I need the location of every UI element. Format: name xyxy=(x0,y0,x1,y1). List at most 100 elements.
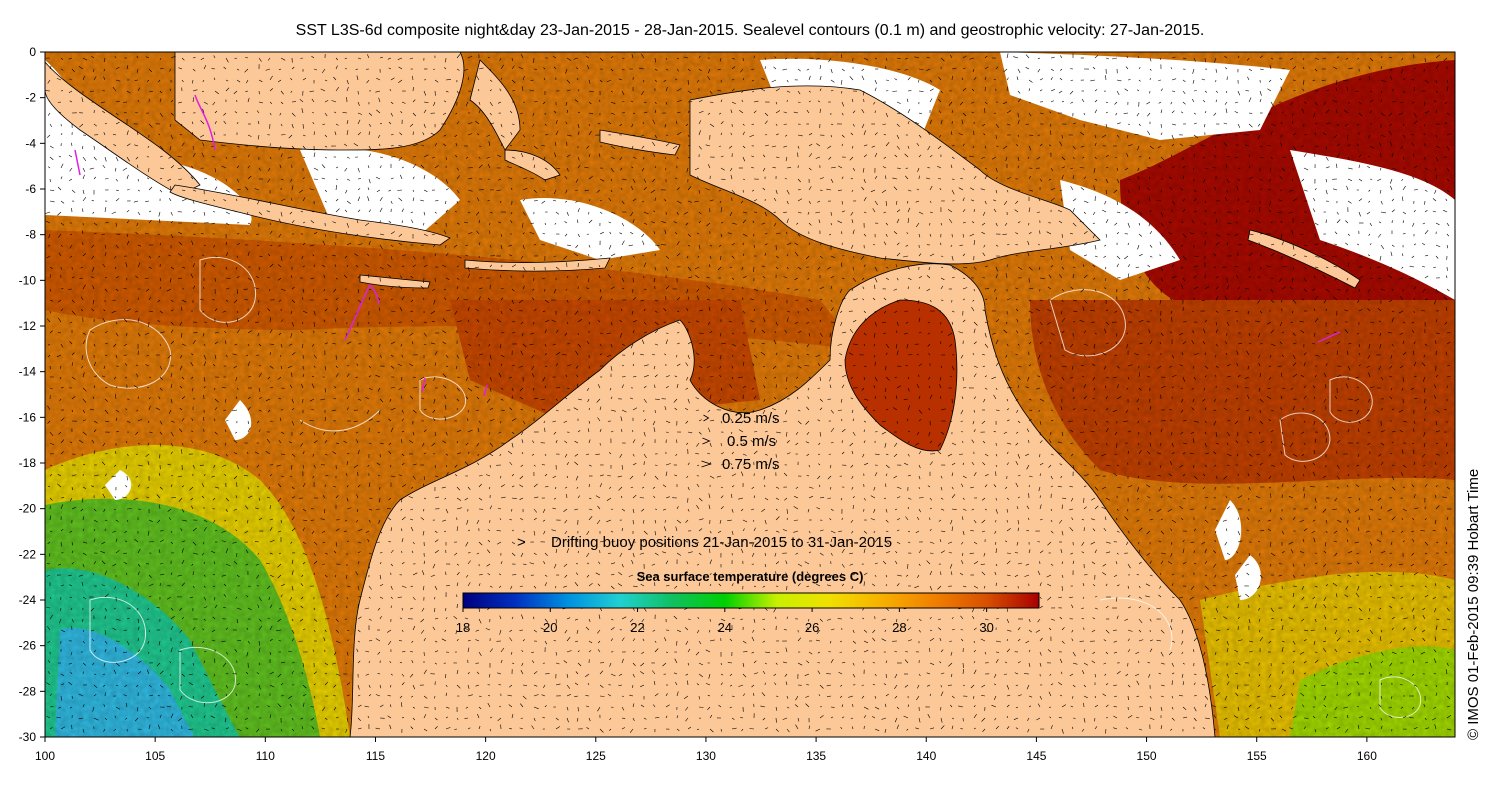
velocity-vector xyxy=(367,274,370,279)
velocity-vector xyxy=(1061,255,1063,261)
velocity-vector xyxy=(577,111,581,114)
velocity-vector xyxy=(225,156,228,160)
velocity-vector xyxy=(1003,329,1008,334)
velocity-vector xyxy=(335,297,339,301)
velocity-vector xyxy=(115,332,119,337)
velocity-vector xyxy=(885,66,887,70)
velocity-vector xyxy=(1303,464,1307,469)
velocity-vector xyxy=(1435,442,1439,444)
velocity-vector xyxy=(1049,111,1052,114)
velocity-vector xyxy=(621,364,625,367)
velocity-vector xyxy=(1015,287,1019,290)
velocity-vector xyxy=(1123,288,1129,292)
velocity-vector xyxy=(885,408,889,411)
velocity-vector xyxy=(233,365,238,369)
velocity-vector xyxy=(398,285,403,290)
velocity-vector xyxy=(783,123,788,125)
velocity-vector xyxy=(126,240,130,246)
velocity-vector xyxy=(654,409,656,414)
velocity-vector xyxy=(709,123,715,128)
velocity-vector xyxy=(1402,123,1405,126)
velocity-vector xyxy=(907,387,910,392)
velocity-vector xyxy=(146,386,150,389)
velocity-vector xyxy=(1312,208,1316,213)
velocity-vector xyxy=(203,200,208,202)
velocity-vector xyxy=(654,57,656,63)
velocity-vector xyxy=(1435,453,1440,456)
velocity-vector xyxy=(148,186,153,191)
velocity-vector xyxy=(1424,111,1430,114)
velocity-vector xyxy=(574,461,579,466)
velocity-vector xyxy=(136,55,139,59)
velocity-vector xyxy=(566,364,572,367)
velocity-vector xyxy=(1039,462,1044,466)
velocity-vector xyxy=(148,397,151,400)
velocity-vector xyxy=(1446,233,1450,237)
velocity-vector xyxy=(82,340,86,345)
velocity-vector xyxy=(313,131,315,136)
velocity-vector xyxy=(125,464,128,470)
velocity-vector xyxy=(1028,310,1034,314)
velocity-vector xyxy=(665,101,668,105)
velocity-vector xyxy=(838,365,843,367)
velocity-vector xyxy=(995,453,998,457)
velocity-vector xyxy=(1358,288,1361,292)
velocity-vector xyxy=(1446,167,1450,172)
velocity-vector xyxy=(863,264,866,268)
velocity-vector xyxy=(751,342,755,345)
velocity-vector xyxy=(93,385,95,389)
velocity-vector xyxy=(1224,295,1228,301)
velocity-vector xyxy=(1247,310,1250,315)
velocity-vector xyxy=(1292,362,1297,367)
velocity-vector xyxy=(212,363,216,367)
velocity-vector xyxy=(192,200,195,204)
velocity-vector xyxy=(983,133,986,136)
velocity-vector xyxy=(794,288,799,291)
velocity-vector xyxy=(1215,310,1219,313)
velocity-vector xyxy=(1204,375,1207,378)
velocity-vector xyxy=(1332,100,1338,103)
velocity-vector xyxy=(486,134,491,137)
velocity-vector xyxy=(302,321,304,324)
velocity-vector xyxy=(1050,396,1053,400)
velocity-vector xyxy=(269,222,272,226)
velocity-vector xyxy=(775,110,781,114)
velocity-vector xyxy=(1027,156,1030,159)
velocity-vector xyxy=(1248,242,1253,246)
velocity-vector xyxy=(180,123,183,127)
velocity-vector xyxy=(706,365,711,369)
velocity-vector xyxy=(1357,57,1360,60)
velocity-vector xyxy=(574,99,579,103)
velocity-vector xyxy=(1048,464,1052,468)
velocity-vector xyxy=(433,376,436,382)
velocity-vector xyxy=(1149,442,1152,447)
velocity-vector xyxy=(807,396,810,400)
velocity-vector xyxy=(1123,420,1129,422)
velocity-vector xyxy=(841,277,845,279)
velocity-vector xyxy=(543,156,546,160)
velocity-vector xyxy=(542,277,546,280)
velocity-vector xyxy=(511,418,517,422)
velocity-vector xyxy=(265,451,271,455)
velocity-vector xyxy=(742,189,744,193)
velocity-vector xyxy=(795,299,799,301)
velocity-vector xyxy=(60,244,63,247)
velocity-vector xyxy=(247,451,249,455)
velocity-vector xyxy=(399,132,403,136)
velocity-vector xyxy=(1101,134,1107,138)
velocity-vector xyxy=(531,354,535,359)
velocity-vector xyxy=(1204,209,1207,213)
velocity-vector xyxy=(71,142,73,147)
velocity-vector xyxy=(159,343,162,347)
velocity-vector xyxy=(356,219,359,224)
velocity-vector xyxy=(320,398,326,401)
velocity-vector xyxy=(443,100,447,103)
velocity-vector xyxy=(266,438,271,444)
velocity-vector xyxy=(619,123,623,127)
velocity-vector xyxy=(1402,376,1404,382)
velocity-vector xyxy=(893,186,898,191)
velocity-vector xyxy=(907,453,910,457)
velocity-vector xyxy=(323,319,326,323)
velocity-vector xyxy=(1114,453,1118,456)
